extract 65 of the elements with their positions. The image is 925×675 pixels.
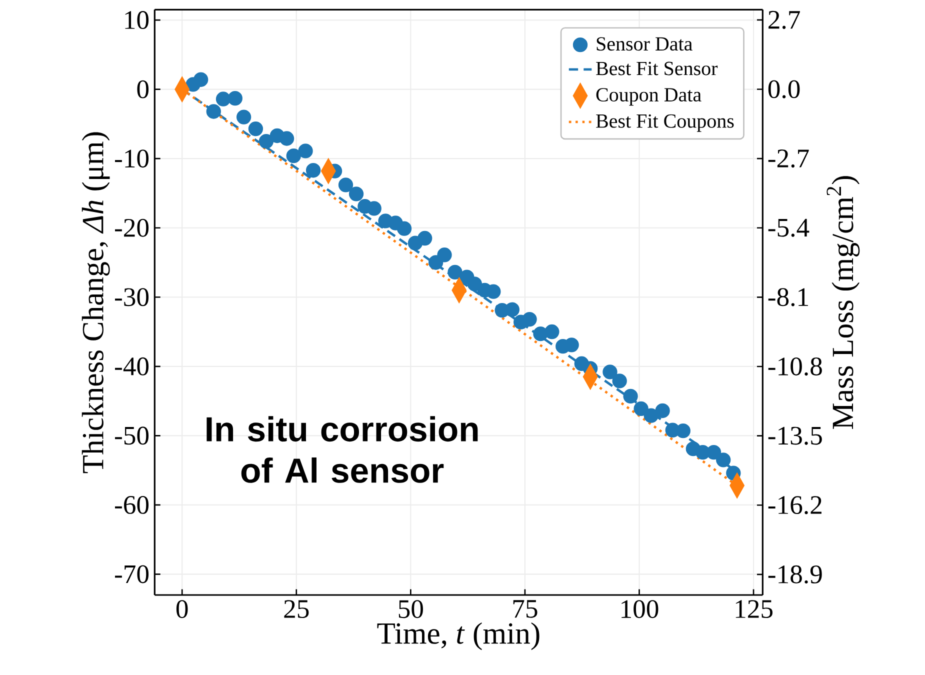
y2-tick-label: -13.5 bbox=[768, 426, 822, 445]
point bbox=[655, 403, 670, 418]
y-tick-label: -20 bbox=[114, 218, 149, 237]
annotation: In situ corrosion of Al sensor bbox=[206, 416, 478, 483]
y-tick-label: -10 bbox=[114, 150, 149, 168]
y2-tick-label: -18.9 bbox=[768, 565, 822, 584]
point bbox=[467, 276, 482, 292]
point bbox=[248, 121, 264, 136]
point bbox=[437, 248, 452, 262]
point bbox=[448, 264, 462, 280]
x-tick-label: 75 bbox=[513, 600, 538, 618]
x-tick-label: 125 bbox=[736, 600, 772, 618]
x-tick-label: 0 bbox=[176, 600, 188, 618]
y-tick-label: -30 bbox=[114, 288, 149, 306]
x-tick-label: 50 bbox=[398, 600, 423, 618]
point bbox=[298, 144, 313, 158]
point bbox=[418, 230, 432, 246]
y2-tick-label: -16.2 bbox=[768, 496, 822, 514]
y-tick-label: 10 bbox=[125, 11, 149, 30]
x-tick-label: 25 bbox=[284, 600, 309, 618]
point bbox=[366, 201, 382, 216]
y2-axis-title: Mass Loss (mg/cm$^{2}$) bbox=[826, 176, 860, 429]
point bbox=[194, 72, 208, 87]
point bbox=[706, 444, 722, 460]
y2-tick-label: 2.7 bbox=[768, 10, 800, 29]
point bbox=[634, 401, 648, 416]
point bbox=[544, 324, 560, 340]
point bbox=[486, 284, 501, 299]
y-tick-label: -60 bbox=[114, 496, 149, 514]
y-tick-label: -40 bbox=[114, 357, 149, 376]
point bbox=[716, 452, 731, 468]
point bbox=[612, 374, 627, 388]
y-tick-label: 0 bbox=[137, 80, 149, 98]
point bbox=[306, 163, 321, 178]
y2-tick-label: -2.7 bbox=[768, 150, 809, 168]
point bbox=[564, 338, 579, 352]
point bbox=[348, 186, 364, 202]
point bbox=[279, 131, 294, 146]
point bbox=[676, 423, 690, 438]
legend-label: Sensor Data bbox=[596, 37, 692, 51]
y2-tick-label: -8.1 bbox=[768, 288, 808, 306]
legend-label: Best Fit Sensor bbox=[596, 62, 718, 76]
point bbox=[504, 302, 520, 317]
point bbox=[644, 408, 658, 423]
point bbox=[396, 221, 412, 236]
point bbox=[338, 178, 354, 192]
y-tick-label: -50 bbox=[114, 426, 149, 445]
y2-tick-label: -10.8 bbox=[768, 357, 822, 376]
point bbox=[206, 104, 221, 119]
point bbox=[236, 110, 252, 124]
x-tick-label: 100 bbox=[622, 600, 658, 618]
point bbox=[216, 92, 231, 106]
legend-label: Best Fit Coupons bbox=[596, 114, 734, 132]
y2-tick-label: -5.4 bbox=[768, 218, 810, 237]
y-axis-title: Thickness Change, Δh (μm) bbox=[82, 132, 110, 474]
point bbox=[602, 364, 618, 380]
point bbox=[522, 312, 537, 327]
point bbox=[623, 388, 638, 404]
y-tick-label: -70 bbox=[114, 565, 149, 584]
point bbox=[228, 90, 242, 106]
point bbox=[258, 134, 274, 149]
x-axis-title: Time, t (min) bbox=[377, 622, 540, 650]
point bbox=[286, 148, 301, 164]
legend-label: Coupon Data bbox=[596, 88, 702, 106]
y2-tick-label: 0.0 bbox=[768, 80, 800, 98]
